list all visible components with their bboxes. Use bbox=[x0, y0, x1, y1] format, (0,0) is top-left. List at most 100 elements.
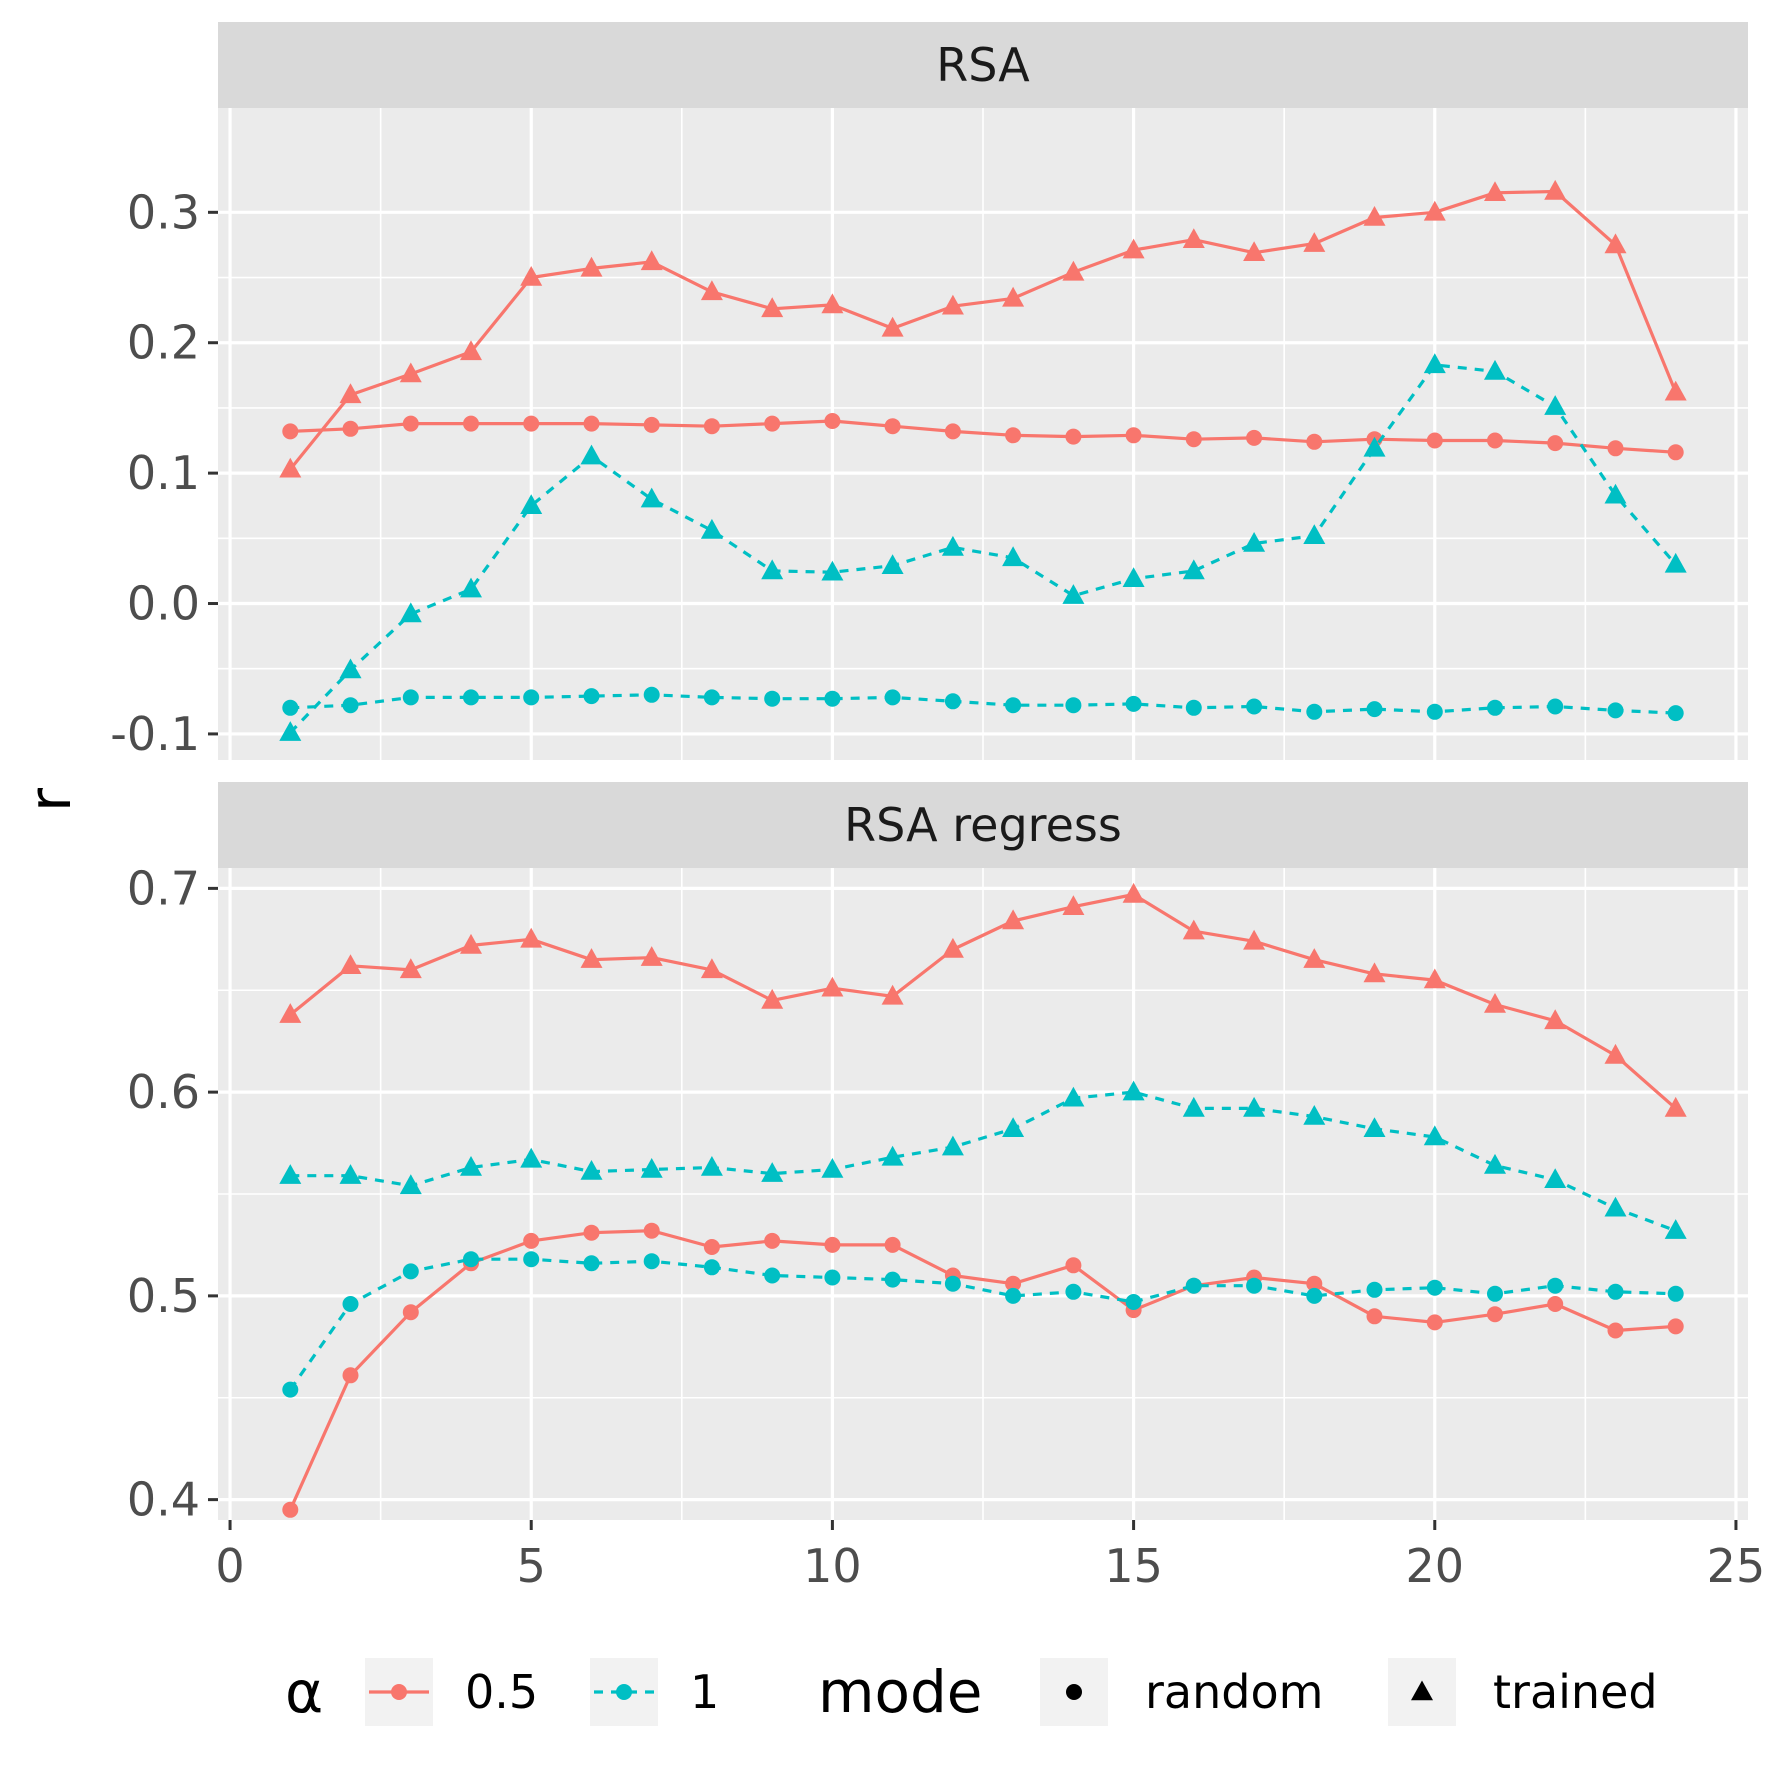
data-point bbox=[1423, 1125, 1446, 1146]
data-point bbox=[1306, 1275, 1323, 1292]
data-point bbox=[1426, 1314, 1443, 1331]
data-point bbox=[402, 689, 419, 706]
data-point bbox=[1122, 882, 1145, 903]
data-point bbox=[1547, 698, 1564, 715]
data-point bbox=[1122, 567, 1145, 587]
data-point bbox=[944, 1275, 961, 1292]
data-point bbox=[640, 250, 663, 271]
data-point bbox=[1185, 699, 1202, 716]
data-point bbox=[941, 294, 964, 315]
data-point bbox=[764, 1232, 781, 1249]
data-point bbox=[700, 280, 723, 301]
data-point bbox=[520, 494, 543, 514]
data-point bbox=[640, 1158, 663, 1178]
y-tick-label: 0.6 bbox=[127, 1065, 200, 1119]
data-point bbox=[1547, 1296, 1564, 1312]
y-axis-title: r bbox=[16, 788, 84, 812]
legend-key-point bbox=[1411, 1680, 1433, 1701]
x-axis: 0 5 10 15 20 25 bbox=[215, 1520, 1765, 1593]
data-point bbox=[279, 457, 302, 478]
data-point bbox=[821, 560, 844, 581]
data-point bbox=[1604, 233, 1627, 254]
data-point bbox=[520, 266, 543, 286]
data-point bbox=[700, 518, 723, 539]
data-point bbox=[339, 383, 362, 404]
data-point bbox=[583, 415, 600, 432]
y-tick-label: 0.3 bbox=[127, 185, 200, 239]
facet-2: RSA regress 0.4 0.5 0.6 0.7 bbox=[127, 782, 1748, 1527]
x-tick-label: 5 bbox=[517, 1539, 546, 1593]
data-point bbox=[399, 362, 422, 383]
data-point bbox=[1243, 1096, 1266, 1117]
data-point bbox=[399, 958, 422, 979]
data-point bbox=[884, 1271, 901, 1288]
data-point bbox=[1065, 697, 1082, 714]
x-tick-label: 0 bbox=[215, 1539, 244, 1593]
series-alpha-0.5-trained bbox=[279, 882, 1687, 1117]
data-point bbox=[342, 1296, 359, 1312]
data-point bbox=[1423, 353, 1446, 374]
data-point bbox=[342, 697, 359, 714]
data-point bbox=[583, 688, 600, 705]
data-point bbox=[881, 316, 904, 337]
data-point bbox=[580, 256, 603, 277]
data-point bbox=[1005, 1275, 1022, 1292]
series-alpha-0.5-random bbox=[282, 413, 1684, 461]
data-point bbox=[282, 1381, 299, 1398]
data-point bbox=[941, 1135, 964, 1156]
data-point bbox=[1125, 1294, 1142, 1310]
legend-label: trained bbox=[1493, 1665, 1658, 1719]
data-point bbox=[1664, 552, 1687, 573]
x-tick-label: 20 bbox=[1405, 1539, 1464, 1593]
data-point bbox=[342, 1367, 359, 1384]
data-point bbox=[1062, 584, 1085, 604]
data-point bbox=[1182, 228, 1205, 248]
data-point bbox=[884, 1236, 901, 1253]
legend-item-alpha-1: 1 bbox=[590, 1658, 719, 1726]
data-point bbox=[761, 988, 784, 1009]
facet-title: RSA bbox=[936, 38, 1030, 92]
data-point bbox=[761, 297, 784, 318]
series-alpha-1-trained bbox=[279, 1080, 1687, 1239]
data-point bbox=[821, 976, 844, 997]
data-point bbox=[1125, 427, 1142, 444]
data-point bbox=[884, 689, 901, 706]
data-point bbox=[1607, 1322, 1624, 1339]
data-point bbox=[1243, 532, 1266, 552]
data-point bbox=[460, 577, 482, 598]
series-line bbox=[290, 1090, 1677, 1233]
x-tick-label: 25 bbox=[1707, 1539, 1766, 1593]
data-point bbox=[1366, 1308, 1383, 1325]
data-point bbox=[282, 699, 299, 716]
data-point bbox=[1667, 1285, 1684, 1302]
series-line bbox=[288, 1229, 1676, 1511]
facet-strip bbox=[218, 22, 1748, 108]
data-point bbox=[643, 1253, 660, 1270]
y-tick-label: 0.7 bbox=[127, 861, 200, 915]
data-point bbox=[1062, 895, 1085, 915]
data-point bbox=[1062, 260, 1085, 281]
data-point bbox=[941, 937, 964, 958]
data-point bbox=[523, 689, 540, 706]
data-point bbox=[1182, 1096, 1205, 1117]
series-line bbox=[290, 419, 1676, 454]
data-point bbox=[1664, 380, 1687, 401]
facet-1: RSA -0.1 0.0 0.1 0.2 0.3 bbox=[110, 22, 1748, 761]
data-point bbox=[1005, 427, 1022, 444]
data-point bbox=[1484, 359, 1506, 380]
legend-key-point bbox=[391, 1684, 407, 1700]
data-point bbox=[1487, 1306, 1503, 1323]
data-point bbox=[1604, 1196, 1627, 1217]
gridlines bbox=[218, 108, 1748, 760]
data-point bbox=[1246, 1277, 1263, 1294]
data-point bbox=[580, 948, 603, 968]
y-tick-label: -0.1 bbox=[110, 707, 200, 761]
data-point bbox=[1604, 1043, 1627, 1064]
data-point bbox=[1246, 429, 1263, 446]
data-point bbox=[1306, 703, 1323, 720]
data-point bbox=[523, 1232, 540, 1249]
data-point bbox=[402, 1304, 419, 1321]
data-point bbox=[824, 690, 841, 707]
data-point bbox=[1185, 431, 1202, 448]
series-line bbox=[289, 892, 1677, 1110]
